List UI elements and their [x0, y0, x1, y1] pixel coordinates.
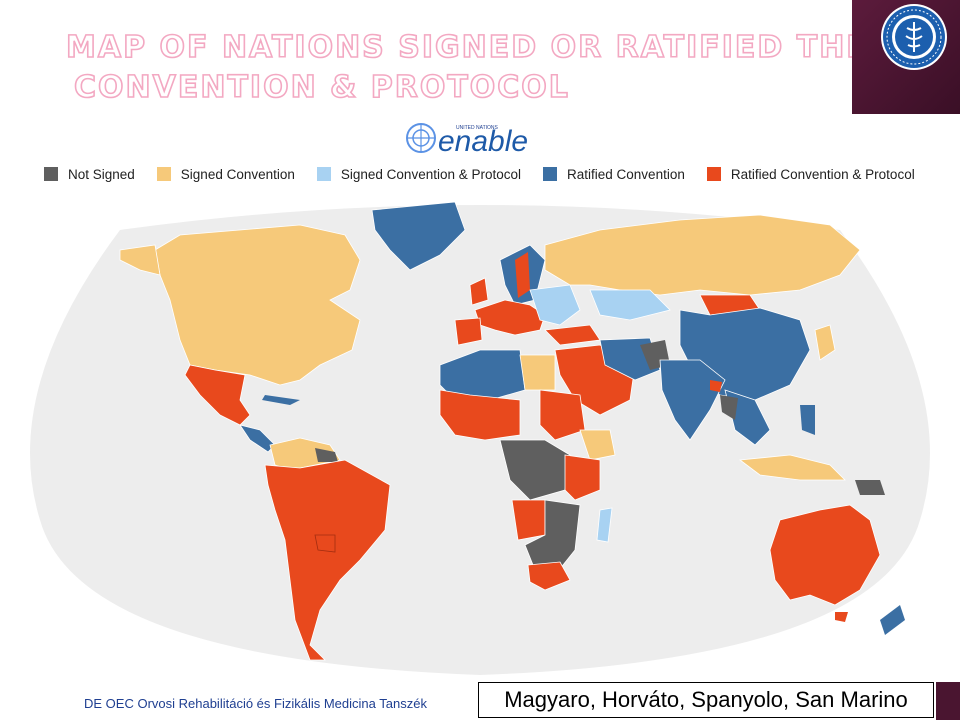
region-cuba	[262, 395, 300, 405]
legend-item-signed-convention-protocol: Signed Convention & Protocol	[316, 166, 522, 182]
legend-label: Not Signed	[68, 166, 135, 182]
logo-small-text: UNITED NATIONS	[456, 125, 499, 131]
region-png	[855, 480, 885, 495]
region-paraguay	[314, 534, 336, 553]
logo-brand-text: enable	[438, 125, 528, 156]
region-australia	[769, 504, 881, 606]
region-mexico	[184, 364, 251, 426]
region-eastern-europe	[529, 284, 581, 326]
footer-countries-box: Magyaro, Horváto, Spanyolo, San Marino	[478, 682, 934, 718]
slide-title-line2: CONVENTION & PROTOCOL	[73, 69, 570, 106]
world-map	[30, 201, 930, 675]
region-japan	[814, 324, 836, 361]
region-indonesia	[738, 454, 846, 481]
slide-title: MAP OF NATIONS SIGNED OR RATIFIED THE CO…	[65, 28, 869, 108]
legend-swatch	[316, 167, 331, 181]
region-alaska	[119, 244, 161, 276]
region-india	[659, 359, 726, 441]
legend-label: Signed Convention	[180, 166, 295, 182]
legend-label: Signed Convention & Protocol	[340, 166, 522, 182]
legend-item-ratified-convention: Ratified Convention	[543, 167, 685, 182]
region-russia	[544, 214, 861, 296]
corner-panel	[852, 0, 960, 114]
region-myanmar	[720, 395, 738, 420]
region-north-america	[154, 224, 361, 386]
legend-item-signed-convention: Signed Convention	[156, 166, 295, 182]
legend-label: Ratified Convention	[567, 166, 685, 182]
region-western-europe	[474, 299, 546, 336]
region-north-africa-west	[439, 349, 526, 401]
region-sahel	[439, 389, 521, 441]
footer-accent	[936, 682, 960, 720]
region-south-africa	[527, 561, 571, 591]
un-enable-logo: UNITED NATIONS enable	[406, 123, 528, 156]
map-legend: Not Signed Signed Convention Signed Conv…	[44, 164, 937, 184]
university-seal-icon	[881, 4, 947, 70]
legend-swatch	[543, 167, 558, 181]
region-guyana	[315, 448, 338, 462]
footer-department: DE OEC Orvosi Rehabilitáció és Fizikális…	[84, 696, 427, 711]
region-angola	[511, 499, 546, 541]
region-ethiopia	[579, 429, 616, 461]
legend-label: Ratified Convention & Protocol	[730, 166, 915, 182]
region-kazakhstan	[589, 289, 671, 321]
legend-swatch	[44, 167, 58, 181]
region-south-america	[264, 459, 391, 661]
region-greenland	[371, 201, 466, 271]
legend-swatch	[706, 167, 721, 181]
region-egypt	[519, 354, 556, 391]
region-tasmania	[835, 612, 848, 622]
region-madagascar	[596, 507, 613, 543]
region-new-zealand	[880, 605, 905, 635]
region-iberia	[454, 317, 483, 346]
region-sweden	[515, 252, 530, 298]
region-uk	[469, 277, 489, 306]
legend-item-not-signed: Not Signed	[44, 167, 135, 182]
legend-item-ratified-convention-protocol: Ratified Convention & Protocol	[706, 166, 915, 182]
slide-title-line1: MAP OF NATIONS SIGNED OR RATIFIED THE	[65, 29, 869, 66]
region-east-africa	[564, 454, 601, 501]
un-emblem-icon	[406, 123, 436, 153]
region-sudan	[539, 389, 586, 441]
legend-swatch	[156, 167, 171, 181]
region-philippines	[800, 405, 815, 435]
region-bangladesh	[710, 380, 722, 392]
